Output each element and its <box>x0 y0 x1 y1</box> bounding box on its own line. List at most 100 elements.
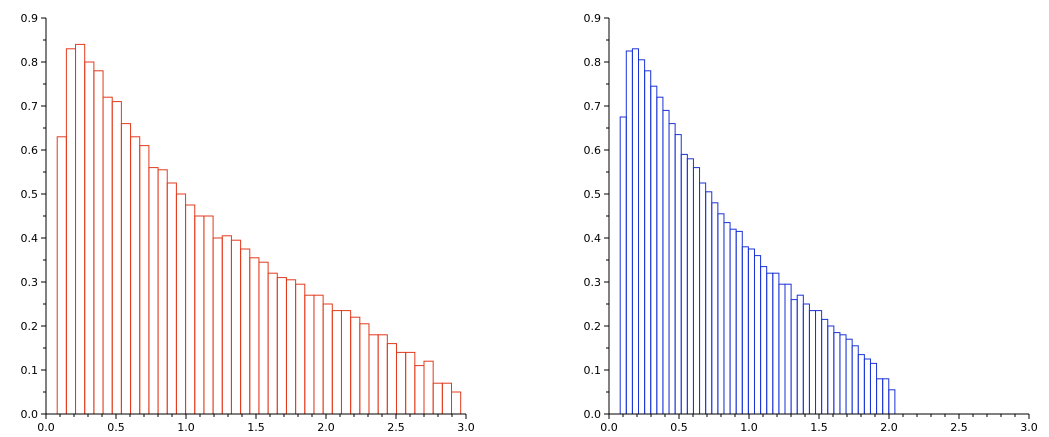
x-tick-label: 1.0 <box>177 421 195 434</box>
histogram-bar <box>784 283 792 415</box>
x-tick-label: 2.0 <box>317 421 335 434</box>
histogram-bar <box>148 167 159 415</box>
histogram-bar <box>723 222 731 415</box>
histogram-bar <box>747 248 755 415</box>
histogram-bar <box>766 272 774 415</box>
histogram-bar <box>451 391 462 415</box>
histogram-bar <box>84 61 95 415</box>
histogram-bar <box>680 153 688 415</box>
histogram-bar <box>230 239 242 415</box>
histogram-bar <box>741 246 749 415</box>
left-histogram: 0.0 0.5 1.0 1.5 2.0 2.5 3.0 0.0 0.1 0.2 0.3 0.4 0.5 0… <box>21 12 475 434</box>
histogram-bar <box>267 272 278 415</box>
histogram-bar <box>75 43 86 415</box>
y-tick-label: 0.1 <box>584 364 602 377</box>
histogram-bar <box>212 237 223 415</box>
histogram-bar <box>322 303 333 415</box>
histogram-bar <box>625 50 633 415</box>
histogram-bar <box>876 378 884 415</box>
histogram-bar <box>662 109 670 415</box>
histogram-bar <box>56 136 67 415</box>
histogram-bar <box>359 323 370 415</box>
histogram-bar <box>395 351 407 415</box>
histogram-bar <box>304 294 315 415</box>
x-tick-label: 0.5 <box>670 421 688 434</box>
histogram-bar <box>656 96 664 415</box>
histogram-bar <box>423 360 434 415</box>
histogram-bar <box>285 279 297 415</box>
x-tick-label: 0.0 <box>37 421 55 434</box>
y-tick-label: 0.4 <box>21 232 39 245</box>
histogram-bar <box>753 255 762 415</box>
y-tick-label: 0.5 <box>21 188 39 201</box>
histogram-bar <box>194 215 205 415</box>
histogram-bar <box>674 134 682 415</box>
histogram-bar <box>441 382 453 415</box>
y-tick-label: 0.3 <box>21 276 39 289</box>
histogram-bar <box>240 248 251 415</box>
histogram-bar <box>790 299 798 415</box>
histogram-bar <box>778 283 786 415</box>
histogram-bar <box>221 235 232 415</box>
x-tick-label: 3.0 <box>1020 421 1038 434</box>
histogram-bar <box>111 101 122 415</box>
histogram-bar <box>863 358 871 415</box>
histogram-bar <box>650 85 658 415</box>
histogram-bar <box>386 343 397 415</box>
x-tick-label: 1.5 <box>810 421 828 434</box>
histogram-bar <box>869 362 878 415</box>
histogram-bar <box>760 266 768 415</box>
histogram-bar <box>185 204 196 415</box>
histogram-bar <box>711 202 719 415</box>
x-tick-label: 1.5 <box>247 421 265 434</box>
x-tick-label: 3.0 <box>457 421 475 434</box>
histogram-bar <box>340 310 352 415</box>
histogram-bar <box>258 261 269 415</box>
histogram-bar <box>102 96 113 415</box>
histogram-bar <box>735 230 743 415</box>
histogram-bar <box>796 294 804 415</box>
histogram-bar <box>705 191 713 415</box>
histogram-bar <box>175 193 187 415</box>
histogram-bar <box>166 182 177 415</box>
histogram-bar <box>644 70 652 415</box>
histogram-bar <box>93 70 104 415</box>
histogram-bar <box>130 136 141 415</box>
histogram-bar <box>717 213 725 415</box>
y-tick-label: 0.2 <box>584 320 602 333</box>
y-tick-label: 0.8 <box>21 56 39 69</box>
histogram-bar <box>851 345 859 415</box>
histogram-bar <box>821 318 829 415</box>
x-tick-label: 0.0 <box>600 421 618 434</box>
y-tick-label: 0.0 <box>21 408 39 421</box>
histogram-bar <box>686 158 694 415</box>
y-tick-label: 0.6 <box>584 144 602 157</box>
histogram-bar <box>120 123 132 415</box>
histogram-bar <box>295 283 306 415</box>
histogram-bar <box>888 389 896 415</box>
histogram-bar <box>839 334 847 415</box>
y-tick-label: 0.1 <box>21 364 39 377</box>
y-tick-label: 0.6 <box>21 144 39 157</box>
histogram-bar <box>368 334 379 415</box>
y-tick-label: 0.9 <box>584 12 602 25</box>
histogram-bar <box>692 167 701 415</box>
histogram-bar <box>249 257 260 415</box>
y-tick-label: 0.2 <box>21 320 39 333</box>
histogram-bar <box>414 365 425 415</box>
histogram-bar <box>808 310 817 415</box>
histogram-bar <box>203 215 214 415</box>
y-tick-label: 0.4 <box>584 232 602 245</box>
histogram-bar <box>65 48 77 415</box>
y-tick-label: 0.0 <box>584 408 602 421</box>
histogram-bar <box>377 334 388 415</box>
histogram-bar <box>845 338 853 415</box>
histogram-bar <box>815 310 823 415</box>
histogram-bar <box>631 48 640 415</box>
histogram-bar <box>313 294 324 415</box>
histogram-bar <box>827 325 835 415</box>
histogram-bar <box>350 316 361 415</box>
x-tick-label: 1.0 <box>740 421 758 434</box>
histogram-bar <box>405 351 416 415</box>
